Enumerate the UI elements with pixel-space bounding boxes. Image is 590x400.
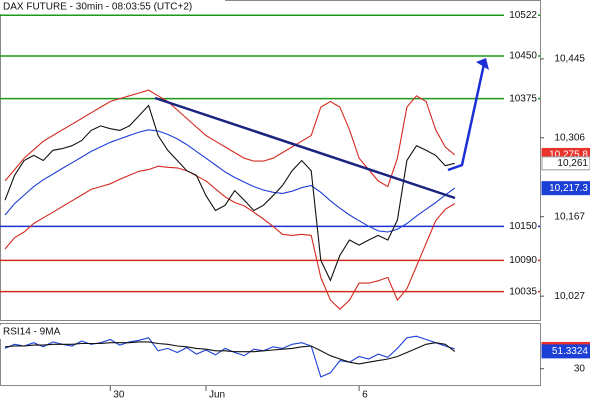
projection-arrow [447,63,486,172]
series-line [4,165,456,310]
rsi-title: RSI14 - 9MA [3,327,61,338]
price-tag [541,344,590,359]
level-label: 10090 [509,255,537,266]
y-tick-label: 30 [574,363,586,374]
series-line [4,104,455,282]
price-tag-label: 10,261 [557,158,588,169]
level-label: 10450 [509,51,537,62]
chart-title: DAX FUTURE - 30min - 08:03:55 (UTC+2) [3,2,192,13]
y-tick-label: 10,167 [554,211,585,222]
price-tag-label: 10,217.3 [549,183,588,194]
level-label-bg [504,49,538,63]
trend-line [154,96,456,200]
price-tag [541,156,590,171]
level-label: 10150 [509,221,537,232]
level-label-bg [504,91,538,105]
price-tag [541,181,590,196]
title-bg [0,0,225,14]
y-tick-label: 10,306 [554,132,585,143]
series-line [4,129,456,233]
x-tick-label: 6 [362,390,368,400]
y-tick-label: 10,027 [554,291,585,302]
y-tick-label: 10,445 [554,54,585,65]
level-label-bg [504,284,538,298]
rsi-title-bg [0,325,70,339]
series-line [4,341,456,365]
level-label-bg [504,8,538,22]
x-tick-label: 30 [113,390,125,400]
level-label: 10375 [509,93,537,104]
price-tag-label: 51.3324 [552,346,589,357]
price-tag-label: 10,275.8 [549,150,588,161]
rsi-panel [0,323,541,386]
main-panel [0,0,541,321]
series-line [4,335,455,378]
x-tick-label: Jun [209,390,225,400]
level-label-bg [504,219,538,233]
level-label: 10035 [509,286,537,297]
arrow-head [476,58,489,70]
series-line [4,89,456,188]
level-label-bg [504,253,538,267]
level-label: 10522 [509,10,537,21]
